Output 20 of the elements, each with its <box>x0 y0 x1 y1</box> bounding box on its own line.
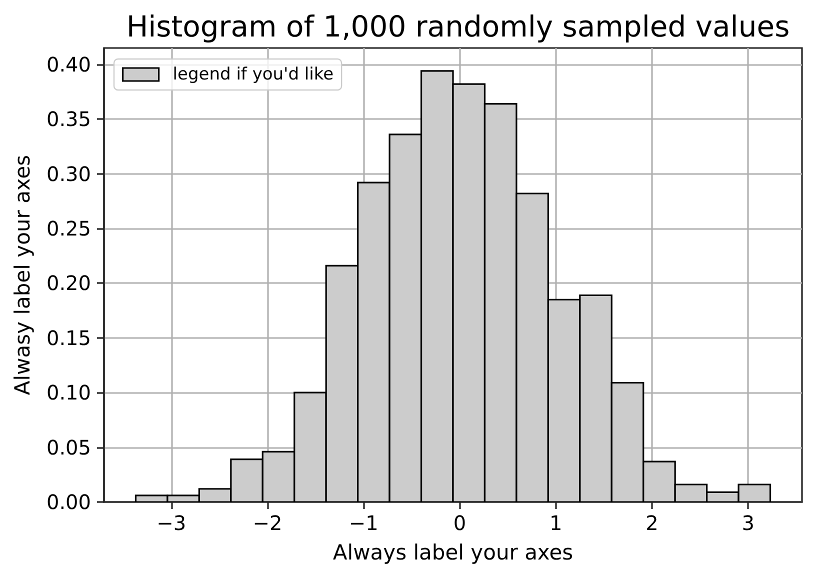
x-axis-title: Always label your axes <box>332 540 574 564</box>
y-tick-label: 0.20 <box>46 271 91 296</box>
x-tick-label: 1 <box>550 511 562 535</box>
x-tick-label: −2 <box>252 511 282 535</box>
x-tick-label: 0 <box>453 511 466 535</box>
y-tick-label: 0.00 <box>46 490 91 514</box>
legend-label: legend if you'd like <box>172 64 334 84</box>
chart-title: Histogram of 1,000 randomly sampled values <box>126 10 790 44</box>
y-tick-label: 0.40 <box>46 52 91 76</box>
y-tick-label: 0.25 <box>46 216 91 241</box>
y-tick-label: 0.35 <box>46 107 91 132</box>
y-tick-label: 0.10 <box>46 380 91 405</box>
x-tick-label: 3 <box>742 511 755 535</box>
y-tick-label: 0.15 <box>46 326 91 350</box>
y-tick-label: 0.05 <box>46 435 91 460</box>
x-tick-label: −1 <box>348 511 378 535</box>
y-tick-label: 0.30 <box>46 162 91 186</box>
x-tick-label: 2 <box>646 511 658 535</box>
y-axis-title: Alwasy label your axes <box>10 154 34 396</box>
x-tick-label: −3 <box>156 511 186 535</box>
